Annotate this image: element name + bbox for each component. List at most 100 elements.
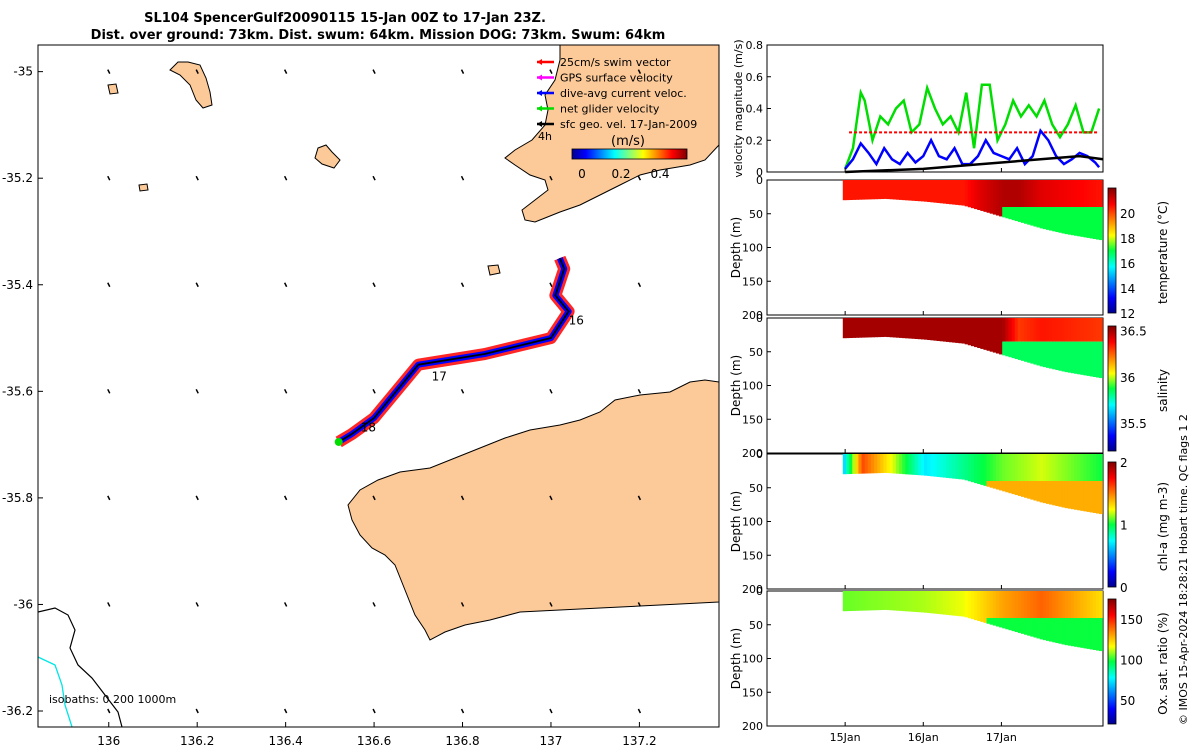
section-data-cell xyxy=(1042,341,1047,368)
map-grid-marker xyxy=(283,495,288,501)
section-data-cell xyxy=(1011,180,1016,207)
section-data-cell xyxy=(1052,481,1056,506)
map-grid-marker xyxy=(372,708,376,714)
section-data-cell xyxy=(1039,180,1044,207)
section-data-cell xyxy=(1045,481,1050,504)
section-data-cell xyxy=(936,180,941,203)
section-data-cell xyxy=(895,454,900,474)
section-data-cell xyxy=(1083,591,1088,618)
section-data-cell xyxy=(877,318,881,338)
section-panel: 0 50 100 150 200 Depth (m) 0 1 2 chl-a (mg m-3) xyxy=(729,448,1170,596)
section-data-cell xyxy=(1055,454,1060,481)
section-data-cell xyxy=(955,591,960,616)
section-data-cell xyxy=(980,591,985,622)
section-data-cell xyxy=(1008,481,1013,494)
section-data-cell xyxy=(995,180,1000,216)
section-data-cell xyxy=(1074,591,1078,618)
map-grid-marker xyxy=(549,495,553,501)
section-data-cell xyxy=(1033,481,1038,501)
section-data-cell xyxy=(1052,318,1056,342)
section-data-cell xyxy=(1049,341,1053,369)
map-grid-marker xyxy=(107,708,111,714)
section-data-cell xyxy=(967,591,972,619)
section-data-cell xyxy=(992,591,997,618)
map-grid-marker xyxy=(637,282,642,288)
section-data-cell xyxy=(999,591,1003,618)
section-data-cell xyxy=(911,180,916,201)
depth-axis-label: Depth (m) xyxy=(729,217,743,278)
section-data-cell xyxy=(1052,341,1056,370)
section-data-cell xyxy=(842,180,847,201)
section-data-cell xyxy=(842,318,847,339)
section-data-cell xyxy=(970,180,975,209)
section-data-cell xyxy=(933,180,938,203)
section-data-cell xyxy=(1002,318,1006,342)
section-data-cell xyxy=(1027,341,1031,363)
section-data-cell xyxy=(1055,341,1060,371)
velocity-series-line xyxy=(844,128,1101,170)
section-data-cell xyxy=(1061,341,1066,372)
section-data-cell xyxy=(955,318,960,343)
section-data-cell xyxy=(1058,591,1063,618)
section-data-cell xyxy=(1008,207,1013,220)
section-data-cell xyxy=(1080,591,1085,618)
section-data-cell xyxy=(908,454,913,475)
section-data-cell xyxy=(1092,318,1097,342)
section-data-cell xyxy=(924,454,928,476)
colorbar-tick-label: 0 xyxy=(578,167,586,181)
legend-label: net glider velocity xyxy=(560,103,660,116)
section-data-cell xyxy=(1052,207,1056,232)
section-data-cell xyxy=(1024,207,1028,224)
section-data-cell xyxy=(1045,618,1050,641)
section-data-cell xyxy=(1061,591,1066,618)
velocity-y-axis-label: velocity magnitude (m/s) xyxy=(732,39,745,177)
section-data-cell xyxy=(977,591,981,622)
section-data-cell xyxy=(983,318,988,350)
section-data-cell xyxy=(999,318,1003,355)
section-data-cell xyxy=(1058,341,1063,371)
section-data-cell xyxy=(1064,341,1069,373)
section-data-cell xyxy=(899,591,903,611)
section-data-cell xyxy=(1089,481,1094,513)
section-data-cell xyxy=(1077,591,1081,618)
section-data-cell xyxy=(852,318,856,338)
section-data-cell xyxy=(1095,207,1100,240)
section-data-cell xyxy=(1067,454,1072,481)
depth-axis-label: Depth (m) xyxy=(729,491,743,552)
section-data-cell xyxy=(1049,318,1053,342)
map-lon-tick-label: 136.6 xyxy=(357,734,391,748)
section-data-cell xyxy=(1077,318,1081,342)
map-grid-marker xyxy=(460,388,465,394)
section-data-cell xyxy=(1092,454,1097,481)
section-data-cell xyxy=(867,318,872,338)
section-data-cell xyxy=(1070,591,1075,618)
section-data-cell xyxy=(905,180,910,201)
section-data-cell xyxy=(1036,207,1041,228)
section-data-cell xyxy=(1011,454,1016,481)
section-data-cell xyxy=(1086,341,1091,376)
colorbar-tick-label: 150 xyxy=(1120,613,1143,627)
section-data-cell xyxy=(1067,180,1072,207)
section-data-cell xyxy=(883,318,888,337)
section-data-cell xyxy=(977,180,981,211)
map-grid-marker xyxy=(107,388,111,394)
section-data-cell xyxy=(1039,318,1044,342)
section-data-cell xyxy=(902,591,906,612)
section-data-cell xyxy=(1002,618,1006,629)
section-data-cell xyxy=(849,591,853,612)
section-data-cell xyxy=(1058,207,1063,233)
section-data-cell xyxy=(927,591,931,614)
colorbar-tick-label: 0.4 xyxy=(650,167,669,181)
section-data-cell xyxy=(877,180,881,200)
colorbar-tick-label: 2 xyxy=(1120,456,1128,470)
speed-colorbar xyxy=(571,148,688,160)
section-data-cell xyxy=(889,318,894,338)
section-data-cell xyxy=(949,180,953,205)
section-data-cell xyxy=(920,180,925,202)
section-data-cell xyxy=(999,618,1003,628)
velocity-y-tick-label: 0.8 xyxy=(746,39,764,52)
section-data-cell xyxy=(939,180,944,204)
legend-arrow-icon xyxy=(537,105,542,112)
section-data-cell xyxy=(1045,180,1050,207)
section-data-cell xyxy=(980,180,985,211)
